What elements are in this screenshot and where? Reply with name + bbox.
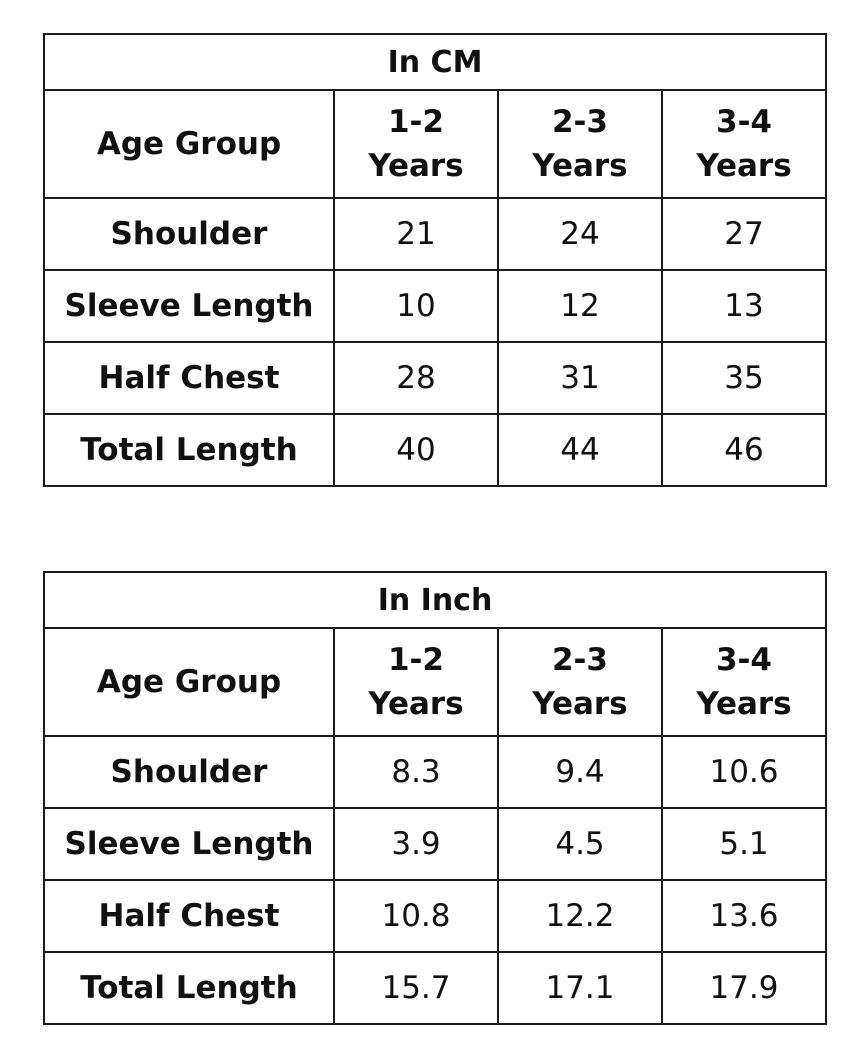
table-title-row: In CM: [42, 33, 828, 91]
table-cell: 31: [497, 341, 663, 415]
table-title: In Inch: [43, 571, 827, 629]
age-group-header: Age Group: [43, 89, 335, 199]
table-row: Total Length 15.7 17.1 17.9: [43, 951, 827, 1025]
row-label: Total Length: [43, 413, 335, 487]
table-cell: 27: [660, 197, 828, 271]
column-header: 2-3 Years: [497, 627, 663, 737]
table-cell: 28: [333, 341, 499, 415]
row-label: Sleeve Length: [43, 269, 335, 343]
row-label: Shoulder: [43, 197, 335, 271]
table-cell: 13: [660, 269, 828, 343]
table-row: Total Length 40 44 46: [43, 413, 828, 487]
table-cell: 5.1: [661, 807, 827, 881]
column-header: 3-4 Years: [660, 89, 828, 199]
row-label: Sleeve Length: [43, 807, 335, 881]
table-cell: 10: [333, 269, 499, 343]
age-group-header: Age Group: [43, 627, 335, 737]
table-cell: 21: [333, 197, 499, 271]
row-label: Half Chest: [43, 341, 335, 415]
table-cell: 9.4: [497, 735, 663, 809]
table-cell: 12.2: [497, 879, 663, 953]
column-header-range: 3-4: [716, 104, 773, 140]
size-table-inch: In Inch Age Group 1-2 Years 2-3 Years 3-…: [43, 571, 827, 1025]
table-row: Shoulder 8.3 9.4 10.6: [43, 735, 827, 809]
column-header: 3-4 Years: [661, 627, 827, 737]
column-header-range: 1-2: [387, 642, 444, 678]
row-label: Half Chest: [43, 879, 335, 953]
table-title-row: In Inch: [43, 571, 827, 629]
column-header: 2-3 Years: [497, 89, 663, 199]
column-header-unit: Years: [368, 686, 464, 722]
column-header-unit: Years: [696, 686, 792, 722]
table-cell: 44: [497, 413, 663, 487]
column-header-unit: Years: [368, 148, 464, 184]
size-table-cm: In CM Age Group 1-2 Years 2-3 Years 3-4 …: [42, 33, 828, 487]
column-header-unit: Years: [696, 148, 792, 184]
table-row: Half Chest 10.8 12.2 13.6: [43, 879, 827, 953]
row-label: Shoulder: [43, 735, 335, 809]
table-cell: 10.6: [661, 735, 827, 809]
table-header-row: Age Group 1-2 Years 2-3 Years 3-4 Years: [43, 89, 828, 199]
table-header-row: Age Group 1-2 Years 2-3 Years 3-4 Years: [43, 627, 827, 737]
table-cell: 24: [497, 197, 663, 271]
table-row: Shoulder 21 24 27: [43, 197, 828, 271]
table-row: Sleeve Length 3.9 4.5 5.1: [43, 807, 827, 881]
table-title: In CM: [42, 33, 828, 91]
table-cell: 10.8: [333, 879, 499, 953]
table-row: Half Chest 28 31 35: [43, 341, 828, 415]
column-header: 1-2 Years: [333, 627, 499, 737]
column-header: 1-2 Years: [333, 89, 499, 199]
table-cell: 12: [497, 269, 663, 343]
table-cell: 17.1: [497, 951, 663, 1025]
column-header-range: 2-3: [551, 104, 608, 140]
table-cell: 4.5: [497, 807, 663, 881]
table-cell: 3.9: [333, 807, 499, 881]
column-header-range: 2-3: [551, 642, 608, 678]
table-cell: 13.6: [661, 879, 827, 953]
column-header-unit: Years: [532, 686, 628, 722]
table-cell: 40: [333, 413, 499, 487]
column-header-unit: Years: [532, 148, 628, 184]
table-cell: 35: [660, 341, 828, 415]
table-cell: 15.7: [333, 951, 499, 1025]
table-cell: 8.3: [333, 735, 499, 809]
column-header-range: 1-2: [387, 104, 444, 140]
table-row: Sleeve Length 10 12 13: [43, 269, 828, 343]
table-cell: 46: [660, 413, 828, 487]
table-cell: 17.9: [661, 951, 827, 1025]
row-label: Total Length: [43, 951, 335, 1025]
column-header-range: 3-4: [715, 642, 772, 678]
